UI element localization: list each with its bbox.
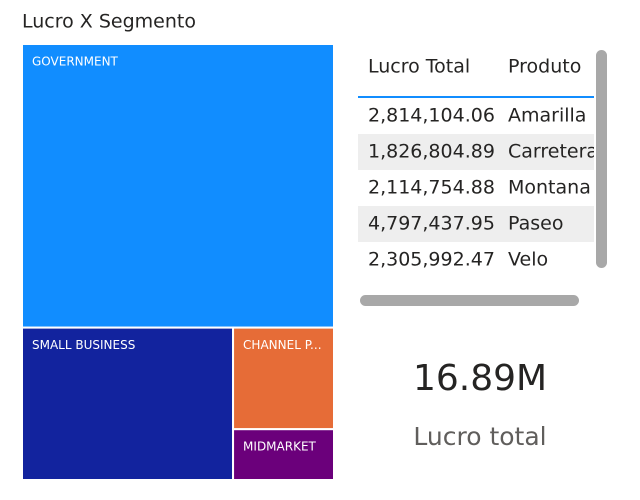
column-header: Produto xyxy=(508,56,581,78)
treemap-tile xyxy=(21,326,235,482)
table-cell: 2,814,104.06 xyxy=(368,105,495,127)
card-value: 16.89M xyxy=(413,358,547,399)
row-background xyxy=(358,134,594,170)
table-cell: 1,826,804.89 xyxy=(368,141,495,163)
table-cell: Velo xyxy=(508,249,548,271)
chart-title: Lucro X Segmento xyxy=(22,11,196,33)
table-cell: 2,114,754.88 xyxy=(368,177,495,199)
treemap-tile xyxy=(21,43,335,329)
tile-label: CHANNEL P... xyxy=(243,338,321,352)
tile-label: MIDMARKET xyxy=(243,440,316,454)
table-cell: Amarilla xyxy=(508,105,586,127)
column-header: Lucro Total xyxy=(368,56,470,78)
table-cell: Carretera xyxy=(508,141,598,163)
tile-label: SMALL BUSINESS xyxy=(32,338,135,352)
table-cell: 2,305,992.47 xyxy=(368,249,495,271)
treemap-tile xyxy=(232,326,335,431)
table-cell: Montana xyxy=(508,177,591,199)
treemap-tile xyxy=(232,428,335,482)
horizontal-scrollbar[interactable] xyxy=(360,295,579,306)
treemap: GOVERNMENT SMALL BUSINESS CHANNEL P... MIDM… xyxy=(21,43,335,482)
table-cell: 4,797,437.95 xyxy=(368,213,495,235)
table-cell: Paseo xyxy=(508,213,563,235)
card-label: Lucro total xyxy=(413,422,546,451)
vertical-scrollbar[interactable] xyxy=(596,50,607,268)
table: Lucro Total Produto 2,814,104.06 Amarilla 1,… xyxy=(358,56,598,271)
tile-label: GOVERNMENT xyxy=(32,55,119,69)
row-background xyxy=(358,206,594,242)
